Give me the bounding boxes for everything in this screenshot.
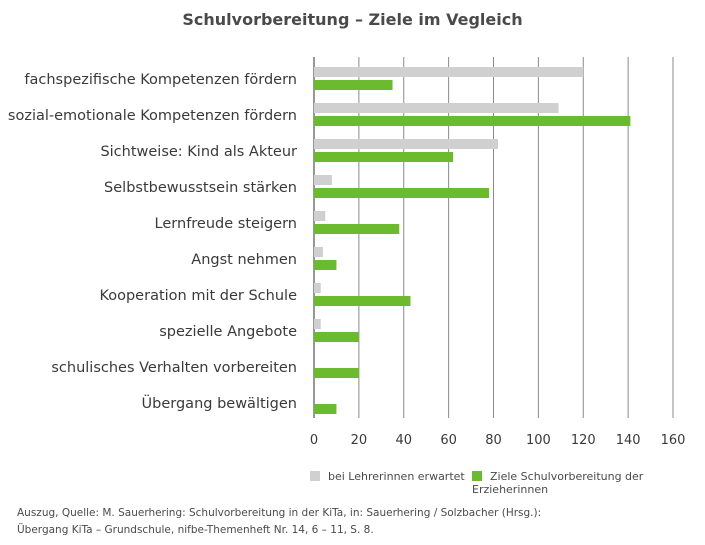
x-tick-label-140: 140 [616,433,641,448]
category-label: Selbstbewusstsein stärken [104,180,297,196]
category-label: Kooperation mit der Schule [99,288,297,304]
legend-label-teachers: bei Lehrerinnen erwartet [328,470,465,483]
bar-educators [314,296,411,306]
bar-teachers [314,103,559,113]
bar-teachers [314,283,321,293]
x-tick-label-20: 20 [351,433,368,448]
bar-teachers [314,139,498,149]
bar-educators [314,152,454,162]
source-note: Auszug, Quelle: M. Sauerhering: Schulvor… [17,505,541,539]
category-label: Lernfreude steigern [155,216,297,232]
bar-educators [314,188,490,198]
bar-educators [314,116,631,126]
x-tick-label-80: 80 [485,433,502,448]
legend-label-educators: Ziele Schulvorbereitung der Erzieherinne… [472,470,644,496]
bar-teachers [314,211,326,221]
bar-educators [314,260,337,270]
bar-educators [314,332,359,342]
bar-teachers [314,247,323,257]
x-tick-label-60: 60 [440,433,457,448]
x-tick-label-120: 120 [571,433,596,448]
bar-teachers [314,319,321,329]
category-label: Angst nehmen [191,252,297,268]
x-tick-label-100: 100 [526,433,551,448]
x-tick-label-40: 40 [395,433,412,448]
category-label: Übergang bewältigen [142,394,297,412]
x-tick-label-0: 0 [310,433,318,448]
category-label: fachspezifische Kompetenzen fördern [24,72,297,88]
bar-educators [314,80,393,90]
category-label: spezielle Angebote [159,324,297,340]
legend-item-educators: Ziele Schulvorbereitung der Erzieherinne… [472,470,705,496]
legend-item-teachers: bei Lehrerinnen erwartet [310,470,465,483]
category-label: Sichtweise: Kind als Akteur [100,144,297,160]
category-label: schulisches Verhalten vorbereiten [51,360,297,376]
bar-teachers [314,175,332,185]
bar-educators [314,368,359,378]
legend-swatch-green [472,471,482,481]
bar-teachers [314,67,584,77]
source-line-2: Übergang KiTa – Grundschule, nifbe-Theme… [17,524,374,536]
chart-title: Schulvorbereitung – Ziele im Vegleich [182,10,523,29]
category-label: sozial-emotionale Kompetenzen fördern [8,108,297,124]
legend-swatch-grey [310,471,320,481]
bar-educators [314,224,400,234]
source-line-1: Auszug, Quelle: M. Sauerhering: Schulvor… [17,507,542,519]
bar-educators [314,404,337,414]
x-tick-label-160: 160 [661,433,686,448]
